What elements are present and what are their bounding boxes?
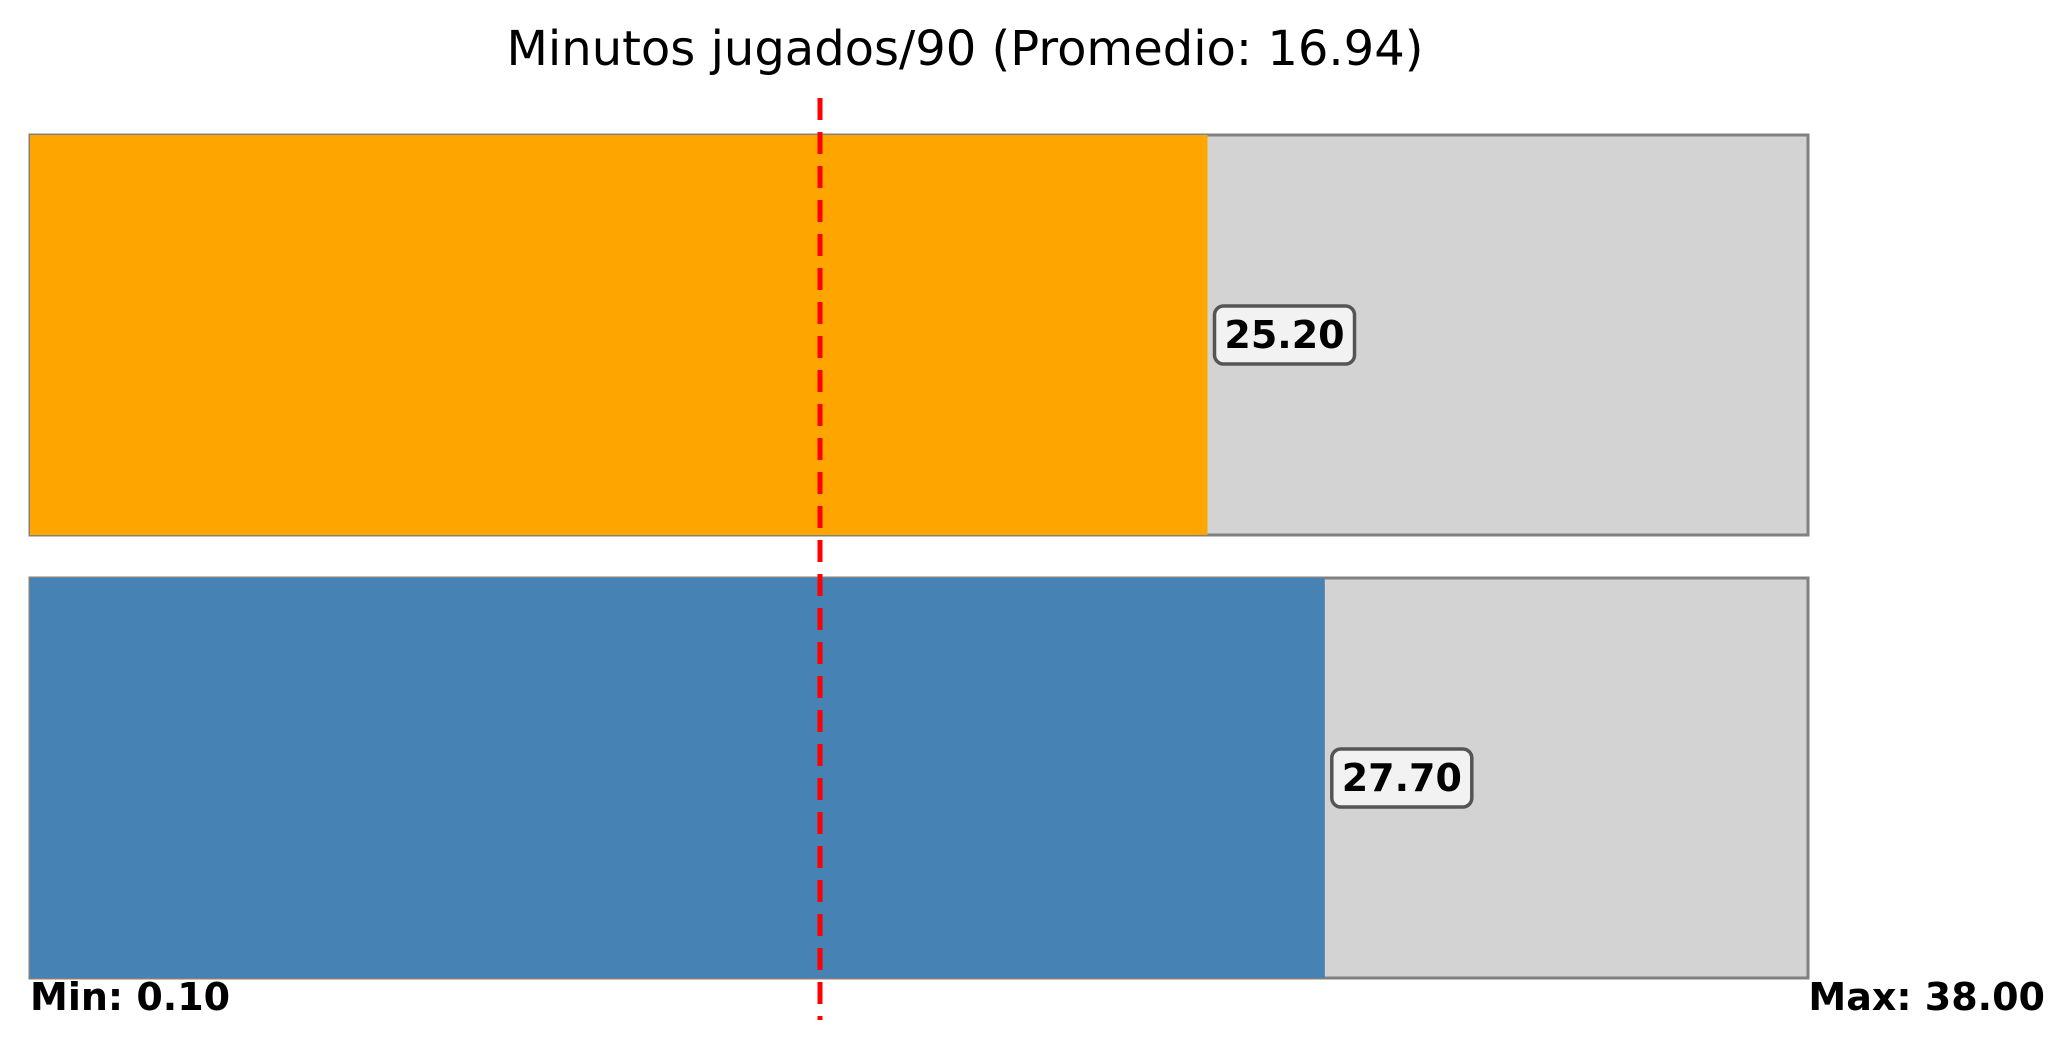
value-label-box-2 xyxy=(1330,747,1474,809)
value-label-box-1 xyxy=(1212,304,1357,366)
chart-title: Minutos jugados/90 (Promedio: 16.94) xyxy=(507,21,1424,77)
value-label-1: 25.20 xyxy=(1224,313,1344,357)
max-label: Max: 38.00 xyxy=(1808,975,2045,1019)
min-label: Min: 0.10 xyxy=(30,975,230,1019)
bars-layer xyxy=(28,133,1810,980)
bar-2 xyxy=(30,578,1325,978)
labels-layer: 25.20 27.70 xyxy=(1212,304,1474,809)
bar-1 xyxy=(30,135,1208,535)
value-label-2: 27.70 xyxy=(1342,756,1462,800)
